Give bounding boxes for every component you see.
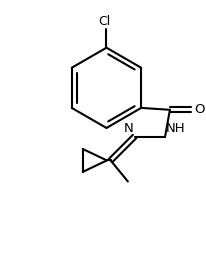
Text: Cl: Cl: [98, 15, 111, 28]
Text: N: N: [124, 122, 133, 135]
Text: NH: NH: [166, 122, 186, 135]
Text: O: O: [194, 103, 204, 116]
